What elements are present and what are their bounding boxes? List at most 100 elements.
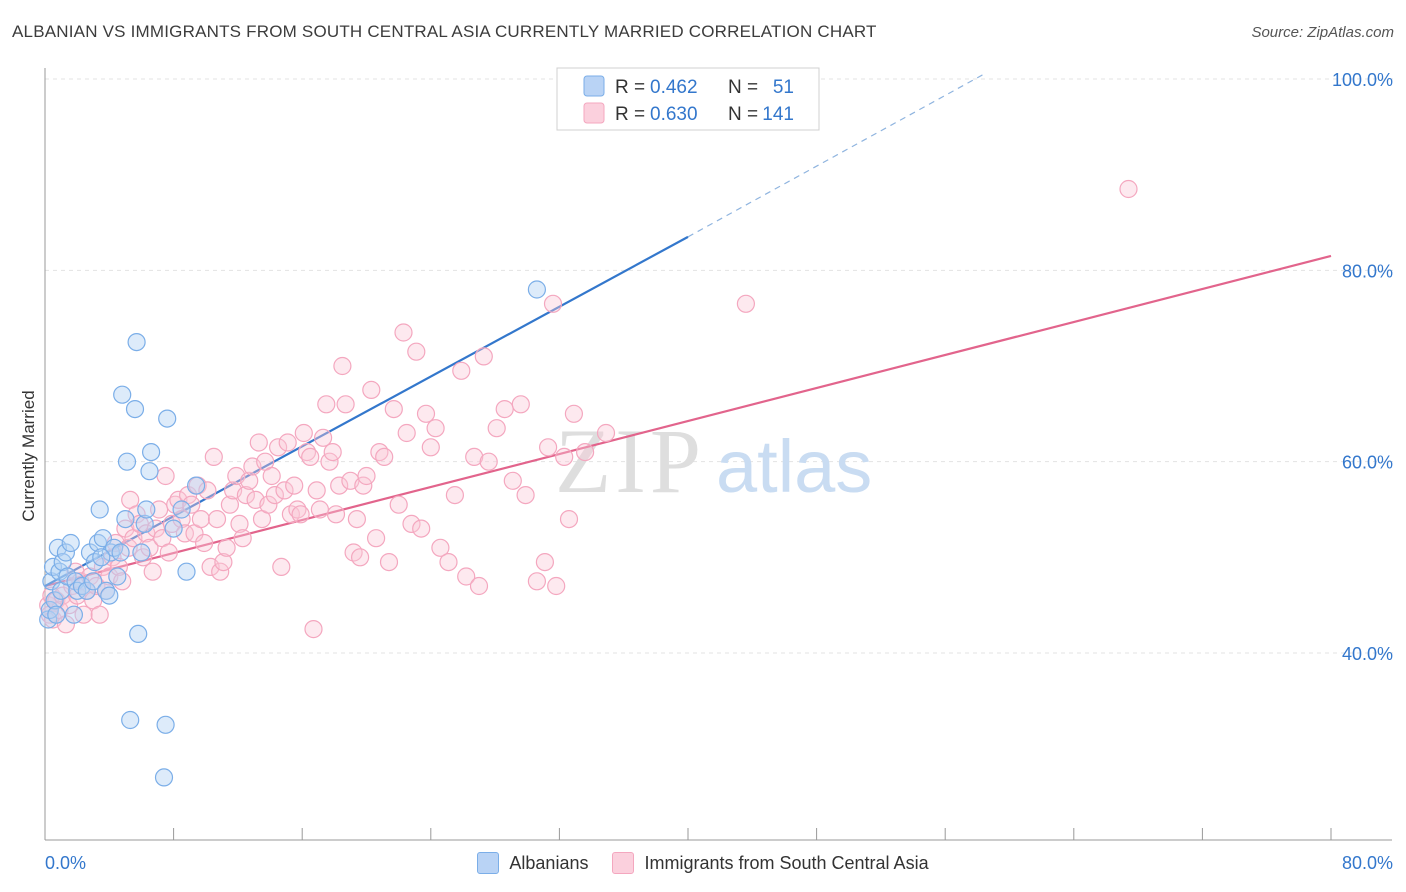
legend-item-immigrants: Immigrants from South Central Asia [612, 852, 929, 874]
point-immigrants [326, 505, 346, 524]
point-immigrants [214, 552, 233, 572]
point-immigrants [333, 356, 352, 376]
point-immigrants [90, 605, 109, 624]
legend-bottom-label-immigrants: Immigrants from South Central Asia [644, 852, 929, 873]
point-immigrants [457, 567, 476, 586]
y-tick-label: 100.0% [1332, 70, 1393, 90]
point-immigrants [265, 486, 284, 505]
grid-lines [45, 78, 1394, 654]
point-albanians [137, 500, 156, 519]
point-immigrants [736, 294, 756, 313]
point-immigrants [465, 447, 484, 466]
watermark-atlas: atlas [716, 425, 872, 508]
point-immigrants [431, 538, 450, 557]
point-immigrants [233, 529, 252, 548]
watermark: ZIP atlas [555, 410, 872, 512]
legend-r-value-2: 0.630 [650, 104, 698, 125]
axes [44, 68, 1392, 841]
legend-n-value-2: 141 [762, 104, 794, 125]
point-immigrants [159, 543, 178, 562]
point-immigrants [538, 438, 558, 457]
legend-swatch-immigrants [583, 102, 605, 124]
y-tick-label: 40.0% [1342, 644, 1393, 664]
point-albanians [140, 462, 159, 481]
point-albanians [125, 400, 145, 419]
point-immigrants [426, 419, 445, 438]
point-immigrants [354, 476, 373, 495]
point-immigrants [527, 572, 547, 591]
point-albanians [53, 552, 72, 572]
point-immigrants [535, 552, 555, 572]
point-immigrants [217, 538, 236, 557]
legend-bottom-label-albanians: Albanians [509, 852, 589, 873]
y-tick-label: 80.0% [1342, 261, 1393, 281]
legend-n-value-1: 51 [773, 77, 794, 98]
point-immigrants [182, 495, 201, 514]
legend-n-label-1: N = [728, 77, 763, 98]
point-immigrants [394, 323, 413, 342]
point-immigrants [317, 395, 336, 414]
point-immigrants [198, 481, 217, 500]
point-albanians [154, 768, 174, 787]
point-immigrants [555, 447, 574, 466]
point-immigrants [511, 395, 530, 414]
trendline-albanians-extension [687, 73, 985, 238]
point-immigrants [278, 433, 297, 452]
point-albanians [56, 543, 76, 562]
legend-n-label-2: N = [728, 104, 763, 125]
point-albanians [108, 567, 127, 586]
point-albanians [121, 710, 140, 730]
point-immigrants [547, 576, 566, 596]
point-immigrants [367, 529, 386, 548]
point-immigrants [351, 548, 370, 567]
point-immigrants [288, 500, 307, 519]
x-tick-label-min: 0.0% [45, 853, 86, 873]
point-immigrants [285, 476, 304, 495]
point-albanians [96, 581, 116, 600]
point-immigrants [175, 524, 194, 543]
point-albanians [117, 452, 137, 471]
trendline-immigrants [44, 254, 1332, 588]
point-immigrants [240, 471, 259, 490]
point-immigrants [307, 481, 326, 500]
point-immigrants [543, 294, 563, 313]
point-immigrants [564, 404, 584, 423]
point-albanians [132, 543, 151, 562]
point-immigrants [249, 433, 268, 452]
point-albanians [129, 624, 148, 644]
point-immigrants [143, 562, 162, 581]
chart-title: ALBANIAN VS IMMIGRANTS FROM SOUTH CENTRA… [12, 22, 877, 41]
legend-r-label-2: R = [615, 104, 650, 125]
point-immigrants [275, 481, 294, 500]
point-albanians [84, 572, 103, 591]
legend-bottom: Albanians Immigrants from South Central … [0, 852, 1406, 874]
point-immigrants [236, 486, 255, 505]
point-albanians [61, 533, 80, 553]
point-immigrants [204, 447, 223, 466]
point-albanians [187, 476, 206, 495]
source-label: Source: ZipAtlas.com [1251, 24, 1394, 41]
point-albanians [164, 519, 183, 538]
legend-item-albanians: Albanians [477, 852, 588, 874]
point-immigrants [487, 419, 506, 438]
point-immigrants [156, 466, 175, 486]
point-immigrants [439, 552, 458, 572]
point-immigrants [402, 514, 421, 534]
point-immigrants [516, 486, 535, 505]
point-immigrants [323, 443, 342, 462]
x-tick-label-max: 80.0% [1342, 853, 1393, 873]
point-immigrants [262, 466, 281, 486]
data-points [39, 179, 1138, 787]
point-immigrants [291, 505, 310, 524]
point-immigrants [389, 495, 408, 514]
y-tick-label: 60.0% [1342, 453, 1393, 473]
point-immigrants [421, 438, 440, 457]
legend-top: R = 0.462 N = 51 R = 0.630 N = 141 [556, 67, 820, 131]
point-albanians [47, 605, 66, 624]
legend-bottom-swatch-albanians [477, 852, 500, 874]
point-albanians [172, 500, 191, 519]
point-immigrants [559, 509, 579, 529]
point-immigrants [575, 443, 595, 462]
point-albanians [177, 562, 196, 581]
